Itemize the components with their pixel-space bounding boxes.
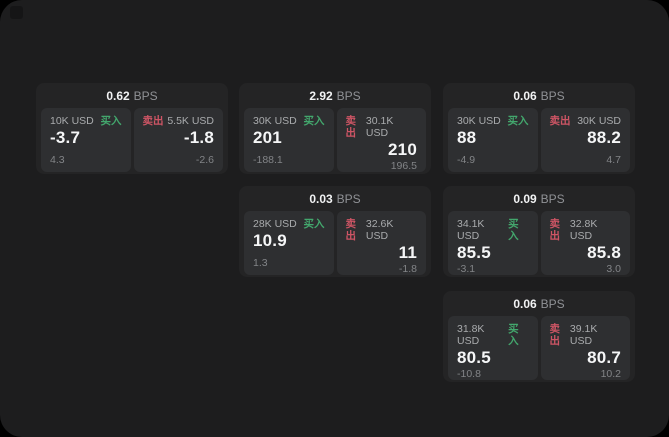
sell-change: -1.8 — [398, 263, 417, 275]
bps-value: 0.62 — [106, 89, 130, 103]
buy-panel[interactable]: 28K USD 买入 10.9 1.3 — [244, 211, 334, 275]
bps-unit-label: BPS — [540, 297, 565, 311]
quote-card-2: 2.92 BPS 30K USD 买入 201 -188.1 卖出 30.1K U… — [239, 83, 431, 174]
sell-price: 11 — [398, 243, 417, 262]
bps-value: 0.06 — [513, 297, 537, 311]
buy-price: 85.5 — [457, 243, 491, 262]
bps-header: 0.03 BPS — [244, 192, 426, 206]
buy-amount: 30K USD — [457, 115, 501, 127]
buy-panel[interactable]: 10K USD 买入 -3.7 4.3 — [41, 108, 131, 172]
buy-amount: 10K USD — [50, 115, 94, 127]
sell-price: 80.7 — [587, 348, 621, 367]
quote-panels: 30K USD 买入 88 -4.9 卖出 30K USD 88.2 4.7 — [448, 108, 630, 172]
quote-card-3: 0.06 BPS 30K USD 买入 88 -4.9 卖出 30K USD 88… — [443, 83, 635, 174]
buy-change: -188.1 — [253, 154, 283, 166]
buy-panel[interactable]: 30K USD 买入 201 -188.1 — [244, 108, 334, 172]
buy-change: -10.8 — [457, 368, 481, 380]
quote-card-1: 0.62 BPS 10K USD 买入 -3.7 4.3 卖出 5.5K USD … — [36, 83, 228, 174]
sell-amount: 5.5K USD — [167, 115, 214, 127]
bps-header: 0.06 BPS — [448, 89, 630, 103]
sell-panel[interactable]: 卖出 39.1K USD 80.7 10.2 — [540, 316, 630, 380]
quote-card-5: 0.09 BPS 34.1K USD 买入 85.5 -3.1 卖出 32.8K … — [443, 186, 635, 277]
bps-header: 0.06 BPS — [448, 297, 630, 311]
bps-value: 2.92 — [309, 89, 333, 103]
sell-label: 卖出 — [142, 115, 164, 127]
quote-panels: 31.8K USD 买入 80.5 -10.8 卖出 39.1K USD 80.… — [448, 316, 630, 380]
buy-amount: 30K USD — [253, 115, 297, 127]
quote-panels: 34.1K USD 买入 85.5 -3.1 卖出 32.8K USD 85.8… — [448, 211, 630, 275]
buy-price: 88 — [457, 128, 477, 147]
quote-card-6: 0.06 BPS 31.8K USD 买入 80.5 -10.8 卖出 39.1K… — [443, 291, 635, 382]
buy-change: -3.1 — [457, 263, 476, 275]
sell-label: 卖出 — [549, 218, 561, 242]
buy-label: 买入 — [508, 218, 519, 242]
bps-unit-label: BPS — [133, 89, 158, 103]
sell-panel[interactable]: 卖出 32.6K USD 11 -1.8 — [336, 211, 426, 275]
quote-panels: 10K USD 买入 -3.7 4.3 卖出 5.5K USD -1.8 -2.… — [41, 108, 223, 172]
buy-change: 1.3 — [253, 257, 268, 269]
quote-panels: 28K USD 买入 10.9 1.3 卖出 32.6K USD 11 -1.8 — [244, 211, 426, 275]
bps-unit-label: BPS — [540, 192, 565, 206]
sell-change: -2.6 — [195, 154, 214, 166]
buy-label: 买入 — [100, 115, 122, 127]
buy-panel[interactable]: 30K USD 买入 88 -4.9 — [448, 108, 538, 172]
sell-amount: 39.1K USD — [569, 323, 598, 347]
sell-price: 88.2 — [587, 128, 621, 147]
sell-panel[interactable]: 卖出 30K USD 88.2 4.7 — [540, 108, 630, 172]
buy-label: 买入 — [303, 115, 325, 127]
quote-panels: 30K USD 买入 201 -188.1 卖出 30.1K USD 210 1… — [244, 108, 426, 172]
buy-price: 10.9 — [253, 231, 287, 250]
bps-unit-label: BPS — [540, 89, 565, 103]
sell-panel[interactable]: 卖出 5.5K USD -1.8 -2.6 — [133, 108, 223, 172]
buy-amount: 31.8K USD — [457, 323, 485, 347]
buy-change: 4.3 — [50, 154, 65, 166]
sell-label: 卖出 — [345, 115, 357, 139]
sell-change: 196.5 — [390, 160, 417, 172]
quote-card-4: 0.03 BPS 28K USD 买入 10.9 1.3 卖出 32.6K USD… — [239, 186, 431, 277]
sell-panel[interactable]: 卖出 32.8K USD 85.8 3.0 — [540, 211, 630, 275]
sell-label: 卖出 — [549, 323, 561, 347]
buy-price: 80.5 — [457, 348, 491, 367]
sell-price: 210 — [388, 140, 417, 159]
sell-change: 10.2 — [600, 368, 621, 380]
sell-price: 85.8 — [587, 243, 621, 262]
buy-label: 买入 — [507, 115, 529, 127]
bps-unit-label: BPS — [336, 192, 361, 206]
buy-amount: 34.1K USD — [457, 218, 485, 242]
sell-price: -1.8 — [183, 128, 214, 147]
buy-amount: 28K USD — [253, 218, 297, 230]
buy-label: 买入 — [508, 323, 519, 347]
bps-unit-label: BPS — [336, 89, 361, 103]
sell-amount: 32.8K USD — [569, 218, 598, 242]
buy-price: -3.7 — [50, 128, 81, 147]
buy-price: 201 — [253, 128, 282, 147]
sell-panel[interactable]: 卖出 30.1K USD 210 196.5 — [336, 108, 426, 172]
sell-change: 3.0 — [606, 263, 621, 275]
buy-label: 买入 — [303, 218, 325, 230]
buy-panel[interactable]: 34.1K USD 买入 85.5 -3.1 — [448, 211, 538, 275]
sell-amount: 30.1K USD — [365, 115, 394, 139]
bps-header: 0.62 BPS — [41, 89, 223, 103]
sell-label: 卖出 — [345, 218, 357, 242]
buy-change: -4.9 — [457, 154, 476, 166]
bps-value: 0.09 — [513, 192, 537, 206]
corner-icon — [10, 6, 23, 19]
sell-amount: 32.6K USD — [365, 218, 394, 242]
bps-value: 0.03 — [309, 192, 333, 206]
bps-header: 0.09 BPS — [448, 192, 630, 206]
bps-value: 0.06 — [513, 89, 537, 103]
bps-header: 2.92 BPS — [244, 89, 426, 103]
sell-amount: 30K USD — [577, 115, 621, 127]
buy-panel[interactable]: 31.8K USD 买入 80.5 -10.8 — [448, 316, 538, 380]
sell-label: 卖出 — [549, 115, 571, 127]
sell-change: 4.7 — [606, 154, 621, 166]
